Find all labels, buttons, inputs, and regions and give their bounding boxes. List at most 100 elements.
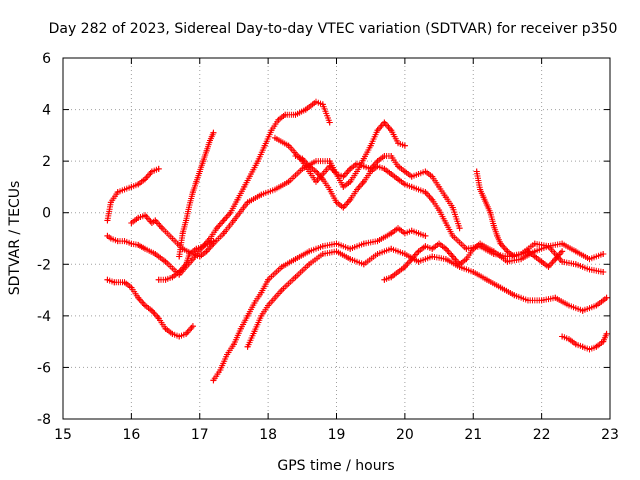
- data-point: [422, 243, 429, 250]
- data-point: [449, 232, 456, 239]
- data-point: [480, 194, 487, 201]
- data-point: [401, 263, 408, 270]
- series-track-6: [176, 129, 217, 260]
- data-point: [552, 294, 559, 301]
- data-point: [319, 250, 326, 257]
- data-point: [470, 245, 477, 252]
- plot-frame: [62, 57, 611, 420]
- data-point: [436, 183, 443, 190]
- series-track-11: [381, 240, 607, 283]
- y-tick-label: 0: [42, 206, 51, 222]
- data-point: [360, 261, 367, 268]
- data-point: [586, 346, 593, 353]
- data-point: [395, 176, 402, 183]
- data-point: [135, 214, 142, 221]
- data-point: [292, 256, 299, 263]
- series-track-3: [104, 276, 196, 340]
- data-point: [333, 248, 340, 255]
- data-point: [429, 245, 436, 252]
- data-point: [518, 250, 525, 257]
- data-point: [114, 238, 121, 245]
- data-point: [593, 302, 600, 309]
- data-point: [456, 261, 463, 268]
- data-point: [104, 276, 111, 283]
- data-point: [312, 178, 319, 185]
- data-point: [477, 186, 484, 193]
- data-point: [422, 168, 429, 175]
- data-point: [395, 163, 402, 170]
- data-point: [429, 173, 436, 180]
- data-point: [408, 173, 415, 180]
- data-point: [176, 333, 183, 340]
- x-tick-label: 18: [259, 427, 277, 443]
- data-point: [415, 171, 422, 178]
- data-point: [193, 178, 200, 185]
- data-point: [545, 263, 552, 270]
- data-point: [354, 160, 361, 167]
- data-point: [306, 261, 313, 268]
- data-point: [114, 189, 121, 196]
- data-point: [258, 312, 265, 319]
- data-point: [271, 134, 278, 141]
- data-point: [504, 248, 511, 255]
- data-point: [401, 250, 408, 257]
- data-point: [169, 235, 176, 242]
- data-point: [326, 186, 333, 193]
- y-axis-title: SDTVAR / TECUs: [7, 181, 23, 296]
- data-point: [183, 330, 190, 337]
- data-point: [347, 196, 354, 203]
- x-tick-label: 21: [464, 427, 482, 443]
- y-tick-label: -4: [37, 309, 51, 325]
- data-point: [524, 297, 531, 304]
- data-point: [388, 127, 395, 134]
- data-point: [360, 155, 367, 162]
- series-markers: [104, 276, 196, 340]
- data-point: [244, 312, 251, 319]
- data-point: [148, 307, 155, 314]
- data-point: [152, 217, 159, 224]
- data-point: [169, 330, 176, 337]
- data-point: [152, 250, 159, 257]
- data-point: [169, 274, 176, 281]
- data-point: [210, 377, 217, 384]
- data-point: [196, 168, 203, 175]
- data-point: [436, 207, 443, 214]
- data-point: [470, 269, 477, 276]
- data-point: [429, 253, 436, 260]
- data-point: [565, 302, 572, 309]
- data-point: [148, 168, 155, 175]
- data-point: [142, 302, 149, 309]
- axis-ticks: 15 16 17 18 19 20 21 22 23 -8 -6 -4 -2 0 2 4 6: [37, 51, 619, 443]
- data-point: [408, 227, 415, 234]
- data-point: [487, 209, 494, 216]
- y-tick-label: 2: [42, 154, 51, 170]
- data-point: [422, 189, 429, 196]
- data-point: [579, 307, 586, 314]
- data-point: [278, 263, 285, 270]
- x-tick-label: 23: [601, 427, 619, 443]
- data-point: [545, 243, 552, 250]
- series-track-9: [271, 119, 408, 190]
- data-point: [121, 186, 128, 193]
- data-point: [186, 201, 193, 208]
- x-axis-title: GPS time / hours: [277, 458, 394, 474]
- data-point: [374, 163, 381, 170]
- data-point: [220, 230, 227, 237]
- data-point: [234, 196, 241, 203]
- series-track-13: [559, 330, 610, 353]
- data-point: [531, 253, 538, 260]
- data-point: [326, 158, 333, 165]
- y-tick-label: -8: [37, 412, 51, 428]
- data-point: [333, 240, 340, 247]
- data-point: [354, 168, 361, 175]
- data-point: [442, 245, 449, 252]
- data-point: [230, 217, 237, 224]
- data-point: [155, 165, 162, 172]
- data-point: [333, 199, 340, 206]
- data-point: [333, 171, 340, 178]
- data-point: [374, 158, 381, 165]
- series-track-4: [128, 152, 463, 260]
- data-point: [155, 315, 162, 322]
- data-point: [285, 142, 292, 149]
- data-point: [559, 258, 566, 265]
